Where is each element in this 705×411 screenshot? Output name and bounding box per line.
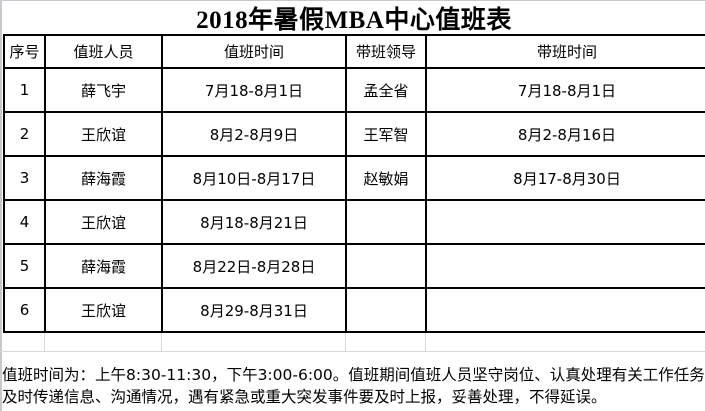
cell-index: 5 <box>5 245 46 289</box>
cell-person: 薛海霞 <box>46 245 163 289</box>
cell-index: 3 <box>5 157 46 201</box>
left-edge-strip <box>0 1 2 411</box>
duty-note: 值班时间为：上午8:30-11:30，下午3:00-6:00。值班期间值班人员坚… <box>2 364 705 408</box>
cell-leader: 孟全省 <box>347 69 427 113</box>
cell-leader-time: 8月17-8月30日 <box>427 157 705 201</box>
cell-leader <box>347 201 427 245</box>
gridline-vertical <box>44 333 45 351</box>
header-cell-duty-time: 值班时间 <box>163 36 347 69</box>
duty-table: 序号 值班人员 值班时间 带班领导 带班时间 1 薛飞宇 7月18-8月1日 孟… <box>3 34 705 333</box>
cell-index: 2 <box>5 113 46 157</box>
cell-duty-time: 8月18-8月21日 <box>163 201 347 245</box>
header-cell-leader-time: 带班时间 <box>427 36 705 69</box>
cell-index: 6 <box>5 289 46 333</box>
page-title: 2018年暑假MBA中心值班表 <box>196 6 512 34</box>
cell-duty-time: 7月18-8月1日 <box>163 69 347 113</box>
gridline-vertical <box>161 333 162 351</box>
cell-leader <box>347 245 427 289</box>
cell-leader-time: 8月2-8月16日 <box>427 113 705 157</box>
cell-leader-time: 7月18-8月1日 <box>427 69 705 113</box>
gridline-horizontal <box>0 351 705 352</box>
cell-person: 王欣谊 <box>46 113 163 157</box>
cell-duty-time: 8月2-8月9日 <box>163 113 347 157</box>
gridline-vertical <box>425 333 426 351</box>
duty-note-line1: 值班时间为：上午8:30-11:30，下午3:00-6:00。值班期间值班人员坚… <box>2 366 705 384</box>
cell-person: 王欣谊 <box>46 201 163 245</box>
cell-person: 薛海霞 <box>46 157 163 201</box>
cell-duty-time: 8月10日-8月17日 <box>163 157 347 201</box>
cell-duty-time: 8月22日-8月28日 <box>163 245 347 289</box>
cell-index: 1 <box>5 69 46 113</box>
cell-leader: 赵敏娟 <box>347 157 427 201</box>
cell-index: 4 <box>5 201 46 245</box>
cell-leader <box>347 289 427 333</box>
cell-person: 王欣谊 <box>46 289 163 333</box>
gridline-vertical <box>345 333 346 351</box>
duty-note-line2: 及时传递信息、沟通情况，遇有紧急或重大突发事件要及时上报，妥善处理，不得延误。 <box>2 388 607 406</box>
cell-person: 薛飞宇 <box>46 69 163 113</box>
header-cell-index: 序号 <box>5 36 46 69</box>
header-cell-person: 值班人员 <box>46 36 163 69</box>
cell-leader-time <box>427 245 705 289</box>
cell-duty-time: 8月29-8月31日 <box>163 289 347 333</box>
header-cell-leader: 带班领导 <box>347 36 427 69</box>
cell-leader: 王军智 <box>347 113 427 157</box>
cell-leader-time <box>427 201 705 245</box>
cell-leader-time <box>427 289 705 333</box>
